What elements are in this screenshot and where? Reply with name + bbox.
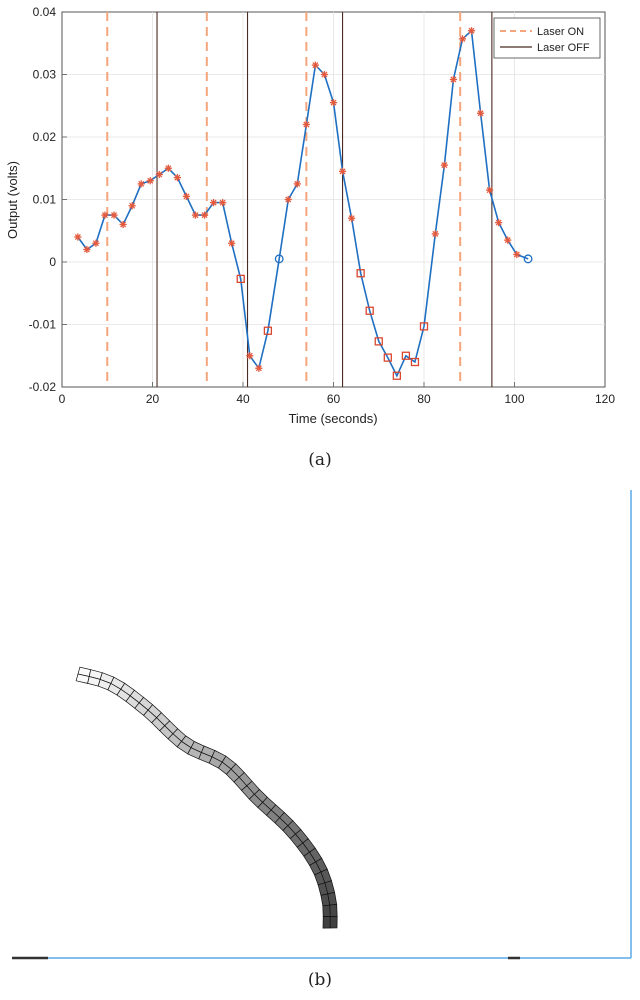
y-tick-label: 0.01	[33, 193, 57, 207]
segmented-worm-body	[75, 666, 338, 929]
caption-b: (b)	[307, 970, 333, 990]
data-point-star	[101, 211, 109, 219]
data-point-square	[383, 353, 392, 362]
data-point-square	[374, 337, 383, 346]
data-point-square	[236, 274, 245, 284]
axis-ticks: 0 20 40 60 80 100 120 -0.02 -0.01 0 0.01 0.02 0.03 0.…	[29, 5, 616, 406]
data-point-star	[284, 195, 292, 204]
data-point-star	[83, 245, 91, 254]
data-point-square	[410, 357, 420, 367]
data-point-star	[302, 120, 310, 129]
data-point-star	[338, 167, 347, 175]
x-tick-label: 20	[146, 392, 160, 406]
data-point-star	[293, 180, 301, 188]
data-point-star	[476, 109, 485, 117]
y-tick-label: 0.04	[33, 5, 57, 19]
data-point-star	[209, 199, 218, 207]
data-point-star	[495, 219, 503, 227]
data-point-star	[219, 199, 227, 207]
data-point-star	[164, 164, 172, 172]
data-point-star	[348, 214, 356, 222]
data-point-star	[146, 177, 154, 185]
y-tick-label: 0.03	[33, 68, 57, 82]
worm-segment	[322, 904, 331, 917]
data-point-square	[401, 351, 411, 360]
laser-event-lines	[106, 12, 493, 387]
worm-segment	[322, 916, 331, 929]
y-tick-label: 0.02	[33, 130, 57, 144]
data-series	[74, 27, 533, 380]
data-point-star	[92, 239, 100, 247]
y-tick-label: 0	[49, 255, 56, 269]
x-axis-label: Time (seconds)	[288, 411, 377, 426]
legend-laser-on-label: Laser ON	[537, 26, 584, 38]
data-point-star	[246, 352, 254, 360]
data-point-star	[504, 236, 512, 244]
data-point-star	[320, 70, 329, 79]
data-point-star	[458, 35, 467, 43]
data-point-star	[311, 61, 319, 69]
data-point-circle	[523, 254, 533, 264]
data-point-star	[486, 186, 494, 194]
data-point-square	[356, 269, 365, 278]
worm-segment	[329, 904, 338, 917]
data-point-star	[137, 180, 145, 188]
x-tick-label: 40	[236, 392, 250, 406]
data-point-star	[155, 170, 163, 179]
data-point-star	[440, 161, 448, 169]
data-point-star	[110, 211, 118, 219]
x-tick-label: 60	[327, 392, 341, 406]
output-vs-time-chart: 0 20 40 60 80 100 120 -0.02 -0.01 0 0.01 0.02 0.03 0.…	[5, 5, 616, 426]
data-point-star	[74, 233, 82, 241]
data-point-star	[329, 99, 338, 107]
panel-b-figure	[12, 490, 632, 960]
y-axis-label: Output (volts)	[5, 161, 20, 239]
data-point-circle	[274, 254, 284, 264]
legend: Laser ON Laser OFF	[493, 17, 601, 59]
data-point-square	[419, 322, 429, 331]
x-tick-label: 120	[595, 392, 615, 406]
data-point-square	[263, 326, 273, 335]
data-point-star	[228, 239, 236, 247]
data-point-star	[191, 211, 200, 219]
legend-box	[493, 17, 601, 59]
x-tick-label: 100	[504, 392, 524, 406]
y-tick-label: -0.01	[29, 318, 57, 332]
data-point-star	[255, 364, 263, 372]
data-point-star	[513, 250, 521, 259]
grid-lines	[62, 12, 605, 387]
data-point-star	[119, 220, 127, 229]
data-point-star	[173, 174, 181, 182]
data-point-star	[200, 211, 209, 219]
data-point-star	[449, 75, 458, 84]
y-tick-label: -0.02	[29, 380, 57, 394]
x-tick-label: 0	[59, 392, 66, 406]
data-point-square	[392, 371, 402, 380]
data-point-square	[365, 306, 374, 315]
data-point-star	[128, 202, 136, 210]
data-point-star	[431, 230, 439, 238]
data-point-star	[467, 27, 476, 35]
data-point-star	[182, 192, 191, 200]
worm-segment	[329, 916, 338, 929]
caption-a: (a)	[308, 450, 332, 470]
x-tick-label: 80	[417, 392, 431, 406]
legend-laser-off-label: Laser OFF	[537, 42, 590, 54]
